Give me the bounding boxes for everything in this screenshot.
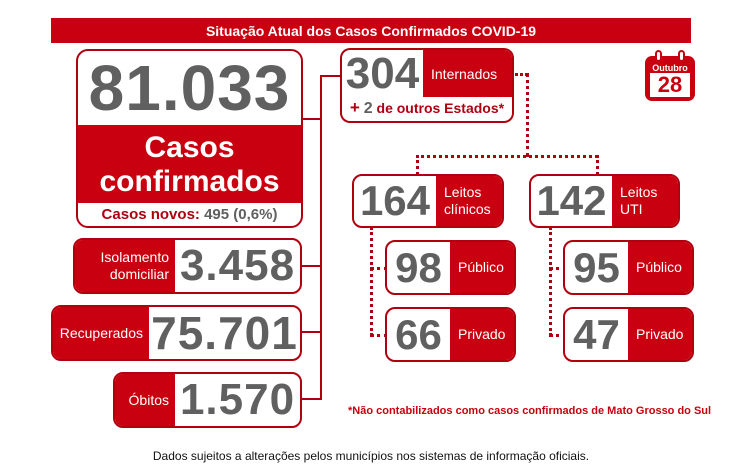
deaths-label: Óbitos bbox=[115, 374, 175, 426]
clinical-beds-card: 164 Leitos clínicos bbox=[352, 174, 504, 228]
deaths-value: 1.570 bbox=[179, 375, 296, 424]
confirmed-cases-label: Casos confirmados bbox=[78, 125, 301, 203]
clinical-beds-label: Leitos clínicos bbox=[436, 176, 502, 226]
clinical-private-value: 66 bbox=[395, 310, 442, 358]
icu-public-card: 95 Público bbox=[563, 240, 694, 295]
dotted-connector bbox=[370, 267, 388, 270]
recovered-value: 75.701 bbox=[151, 307, 298, 359]
hospitalized-card: 304 Internados bbox=[340, 48, 514, 99]
dotted-connector bbox=[370, 334, 388, 337]
label-line2: UTI bbox=[620, 201, 643, 217]
page-title: Situação Atual dos Casos Confirmados COV… bbox=[205, 22, 537, 39]
label-line1: Isolamento bbox=[100, 249, 169, 265]
dotted-connector bbox=[526, 73, 529, 157]
icu-private-card: 47 Privado bbox=[563, 307, 694, 362]
footnote: *Não contabilizados como casos confirmad… bbox=[348, 405, 712, 417]
new-cases: Casos novos: 495 (0,6%) bbox=[78, 203, 301, 226]
confirmed-label-line2: confirmados bbox=[99, 165, 280, 198]
other-states-count: 2 bbox=[363, 100, 373, 117]
connector-line bbox=[303, 118, 322, 120]
new-cases-value: 495 (0,6%) bbox=[204, 206, 278, 223]
label-line1: Leitos bbox=[444, 184, 482, 200]
footer-disclaimer: Dados sujeitos a alterações pelos municí… bbox=[152, 449, 590, 463]
icu-public-value: 95 bbox=[573, 243, 620, 291]
hospitalized-label: Internados bbox=[423, 50, 512, 98]
title-banner: Situação Atual dos Casos Confirmados COV… bbox=[51, 18, 691, 43]
dotted-connector bbox=[416, 155, 419, 175]
calendar-icon: Outubro 28 bbox=[645, 50, 695, 101]
icu-private-value: 47 bbox=[573, 310, 620, 358]
deaths-card: Óbitos 1.570 bbox=[113, 372, 302, 428]
calendar-day: 28 bbox=[650, 73, 690, 97]
clinical-beds-value: 164 bbox=[359, 177, 431, 224]
icu-private-label: Privado bbox=[628, 309, 692, 360]
dotted-connector bbox=[370, 227, 373, 336]
label-line2: clínicos bbox=[444, 201, 491, 217]
recovered-label: Recuperados bbox=[53, 307, 149, 359]
connector-line bbox=[320, 75, 340, 77]
recovered-card: Recuperados 75.701 bbox=[51, 305, 302, 361]
connector-line bbox=[302, 398, 322, 400]
plus-icon: + bbox=[349, 98, 360, 117]
dotted-connector bbox=[596, 155, 599, 175]
clinical-public-value: 98 bbox=[395, 243, 442, 291]
confirmed-cases-card: 81.033 Casos confirmados Casos novos: 49… bbox=[76, 49, 303, 228]
clinical-public-label: Público bbox=[450, 242, 514, 293]
other-states-label: de outros Estados* bbox=[376, 100, 505, 116]
icu-beds-label: Leitos UTI bbox=[612, 176, 678, 226]
connector-line bbox=[302, 331, 322, 333]
icu-public-label: Público bbox=[628, 242, 692, 293]
clinical-public-card: 98 Público bbox=[385, 240, 516, 295]
connector-line bbox=[320, 75, 322, 399]
dotted-connector bbox=[416, 155, 598, 158]
dotted-connector bbox=[515, 73, 528, 76]
clinical-private-label: Privado bbox=[450, 309, 514, 360]
dotted-connector bbox=[549, 334, 567, 337]
connector-line bbox=[302, 265, 322, 267]
confirmed-cases-value: 81.033 bbox=[88, 52, 291, 124]
home-isolation-label: Isolamento domiciliar bbox=[75, 240, 175, 292]
icu-beds-card: 142 Leitos UTI bbox=[529, 174, 680, 228]
label-line2: domiciliar bbox=[109, 266, 169, 282]
new-cases-label: Casos novos: bbox=[101, 206, 200, 223]
dotted-connector bbox=[549, 267, 567, 270]
icu-beds-value: 142 bbox=[536, 177, 607, 224]
clinical-private-card: 66 Privado bbox=[385, 307, 516, 362]
confirmed-label-line1: Casos bbox=[144, 131, 235, 164]
dotted-connector bbox=[549, 227, 552, 336]
home-isolation-card: Isolamento domiciliar 3.458 bbox=[73, 238, 302, 294]
calendar-month: Outubro bbox=[652, 63, 688, 73]
other-states-note: + 2 de outros Estados* bbox=[340, 97, 514, 123]
hospitalized-value: 304 bbox=[345, 49, 420, 98]
label-line1: Leitos bbox=[620, 184, 658, 200]
home-isolation-value: 3.458 bbox=[179, 241, 296, 290]
